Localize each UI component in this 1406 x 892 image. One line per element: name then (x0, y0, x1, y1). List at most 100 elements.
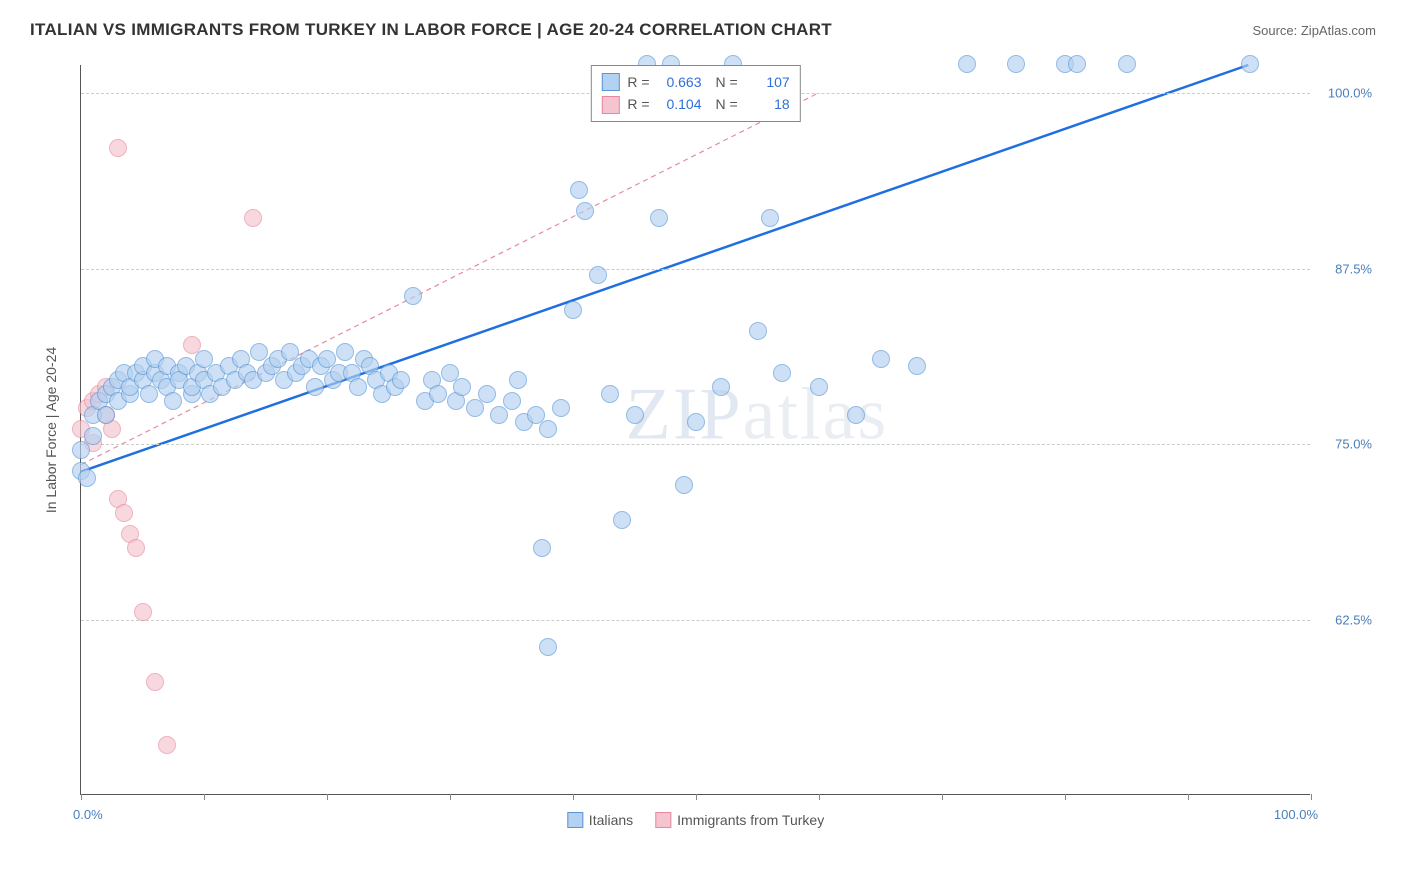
data-point-italians (503, 392, 521, 410)
data-point-italians (1118, 55, 1136, 73)
legend-item-italians: Italians (567, 812, 633, 828)
data-point-turkey (244, 209, 262, 227)
legend-r-value-turkey: 0.104 (658, 93, 702, 115)
series-legend: Italians Immigrants from Turkey (567, 812, 824, 828)
data-point-italians (958, 55, 976, 73)
gridline (81, 620, 1310, 621)
x-tick (81, 794, 82, 800)
plot-area: In Labor Force | Age 20-24 ZIPatlas R =0… (80, 65, 1310, 795)
gridline (81, 269, 1310, 270)
data-point-italians (576, 202, 594, 220)
legend-n-label: N = (716, 71, 738, 93)
source-name: ZipAtlas.com (1301, 23, 1376, 38)
legend-item-turkey: Immigrants from Turkey (655, 812, 824, 828)
trend-line-turkey (81, 93, 818, 465)
legend-label-italians: Italians (589, 812, 633, 828)
legend-stat-row-turkey: R = 0.104 N = 18 (601, 93, 789, 115)
data-point-italians (392, 371, 410, 389)
x-tick (450, 794, 451, 800)
data-point-italians (164, 392, 182, 410)
data-point-italians (761, 209, 779, 227)
data-point-italians (908, 357, 926, 375)
chart-title: ITALIAN VS IMMIGRANTS FROM TURKEY IN LAB… (30, 20, 832, 40)
data-point-italians (429, 385, 447, 403)
data-point-italians (72, 441, 90, 459)
data-point-italians (601, 385, 619, 403)
data-point-italians (847, 406, 865, 424)
data-point-turkey (146, 673, 164, 691)
data-point-italians (613, 511, 631, 529)
legend-stat-row-italians: R = 0.663 N = 107 (601, 71, 789, 93)
y-tick-label: 75.0% (1335, 437, 1372, 452)
y-tick-label: 62.5% (1335, 612, 1372, 627)
x-tick (696, 794, 697, 800)
data-point-italians (84, 427, 102, 445)
data-point-italians (570, 181, 588, 199)
data-point-italians (539, 420, 557, 438)
x-tick (1065, 794, 1066, 800)
data-point-italians (349, 378, 367, 396)
data-point-italians (78, 469, 96, 487)
data-point-italians (552, 399, 570, 417)
data-point-italians (712, 378, 730, 396)
legend-label-turkey: Immigrants from Turkey (677, 812, 824, 828)
data-point-turkey (127, 539, 145, 557)
data-point-italians (453, 378, 471, 396)
data-point-turkey (134, 603, 152, 621)
legend-r-value-italians: 0.663 (658, 71, 702, 93)
legend-n-label: N = (716, 93, 738, 115)
x-tick (942, 794, 943, 800)
data-point-turkey (109, 139, 127, 157)
x-axis-max-label: 100.0% (1274, 807, 1318, 822)
data-point-italians (466, 399, 484, 417)
data-point-italians (675, 476, 693, 494)
data-point-italians (872, 350, 890, 368)
data-point-italians (1068, 55, 1086, 73)
legend-swatch-turkey (655, 812, 671, 828)
legend-swatch-turkey (601, 96, 619, 114)
data-point-italians (509, 371, 527, 389)
data-point-italians (539, 638, 557, 656)
data-point-italians (140, 385, 158, 403)
data-point-italians (533, 539, 551, 557)
x-tick (819, 794, 820, 800)
x-tick (573, 794, 574, 800)
source-attribution: Source: ZipAtlas.com (1252, 23, 1376, 38)
y-tick-label: 87.5% (1335, 261, 1372, 276)
data-point-italians (589, 266, 607, 284)
data-point-italians (478, 385, 496, 403)
data-point-italians (564, 301, 582, 319)
legend-n-value-turkey: 18 (746, 93, 790, 115)
data-point-italians (1241, 55, 1259, 73)
legend-r-label: R = (627, 71, 649, 93)
source-prefix: Source: (1252, 23, 1300, 38)
data-point-italians (626, 406, 644, 424)
gridline (81, 444, 1310, 445)
x-tick (1188, 794, 1189, 800)
data-point-italians (650, 209, 668, 227)
legend-r-label: R = (627, 93, 649, 115)
x-tick (1311, 794, 1312, 800)
legend-n-value-italians: 107 (746, 71, 790, 93)
data-point-italians (336, 343, 354, 361)
data-point-turkey (115, 504, 133, 522)
data-point-italians (306, 378, 324, 396)
y-tick-label: 100.0% (1328, 86, 1372, 101)
data-point-italians (97, 406, 115, 424)
data-point-turkey (158, 736, 176, 754)
y-axis-title: In Labor Force | Age 20-24 (43, 346, 59, 512)
data-point-italians (749, 322, 767, 340)
x-tick (204, 794, 205, 800)
data-point-italians (490, 406, 508, 424)
data-point-italians (687, 413, 705, 431)
x-axis-min-label: 0.0% (73, 807, 103, 822)
chart-container: In Labor Force | Age 20-24 ZIPatlas R =0… (30, 55, 1376, 845)
data-point-italians (810, 378, 828, 396)
data-point-italians (404, 287, 422, 305)
data-point-italians (1007, 55, 1025, 73)
legend-swatch-italians (601, 73, 619, 91)
correlation-legend: R = 0.663 N = 107 R = 0.104 N = 18 (590, 65, 800, 122)
data-point-italians (773, 364, 791, 382)
legend-swatch-italians (567, 812, 583, 828)
x-tick (327, 794, 328, 800)
